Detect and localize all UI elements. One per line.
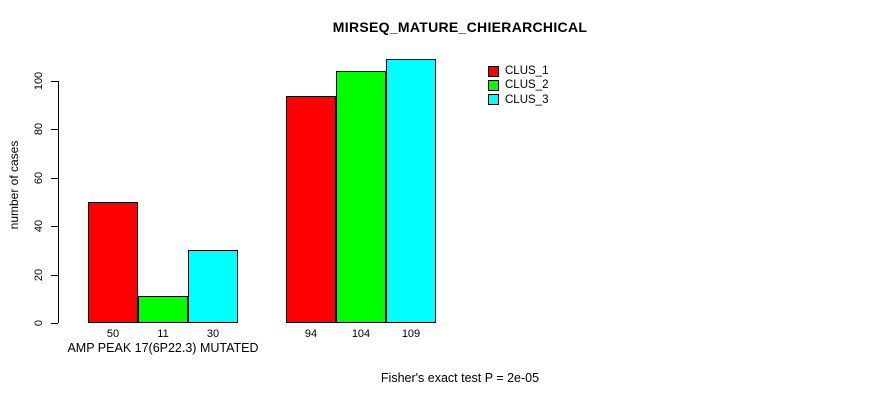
bar-clus_2-group2	[336, 71, 386, 323]
y-tick	[51, 226, 58, 227]
bar-value-label: 94	[304, 328, 318, 340]
bar-clus_3-group2	[386, 59, 436, 323]
bar-clus_1-group1	[88, 202, 138, 323]
y-tick	[51, 81, 58, 82]
chart-title: MIRSEQ_MATURE_CHIERARCHICAL	[332, 19, 588, 35]
y-tick-label: 100	[33, 71, 45, 91]
bar-value-label: 50	[106, 328, 120, 340]
bar-clus_1-group2	[286, 96, 336, 323]
y-tick-label: 40	[33, 219, 45, 233]
bar-value-label: 104	[351, 328, 371, 340]
legend-row: CLUS_3	[488, 93, 548, 107]
y-tick-label: 20	[33, 268, 45, 282]
bar-clus_3-group1	[188, 250, 238, 323]
y-tick-label: 60	[33, 171, 45, 185]
bar-value-label: 30	[206, 328, 220, 340]
legend-swatch-icon	[488, 65, 499, 77]
y-axis-label: number of cases	[7, 140, 21, 230]
y-tick-label: 80	[33, 122, 45, 136]
y-tick-label: 0	[33, 319, 45, 327]
y-axis-line	[58, 81, 59, 323]
legend-label: CLUS_2	[505, 79, 549, 92]
group-label: AMP PEAK 17(6P22.3) MUTATED	[67, 341, 259, 355]
legend-label: CLUS_1	[505, 65, 549, 77]
y-tick	[51, 178, 58, 179]
bar-clus_2-group1	[138, 296, 188, 323]
legend-label: CLUS_3	[505, 93, 549, 106]
legend-row: CLUS_2	[488, 78, 548, 92]
legend-row: CLUS_1	[488, 64, 548, 78]
legend: CLUS_1 CLUS_2 CLUS_3	[488, 64, 548, 107]
legend-swatch-icon	[488, 79, 499, 91]
bar-value-label: 109	[401, 328, 421, 340]
legend-swatch-icon	[488, 94, 499, 106]
bar-value-label: 11	[157, 328, 169, 340]
y-tick	[51, 129, 58, 130]
footnote-pvalue: Fisher's exact test P = 2e-05	[380, 371, 540, 385]
y-tick	[51, 275, 58, 276]
y-tick	[51, 323, 58, 324]
